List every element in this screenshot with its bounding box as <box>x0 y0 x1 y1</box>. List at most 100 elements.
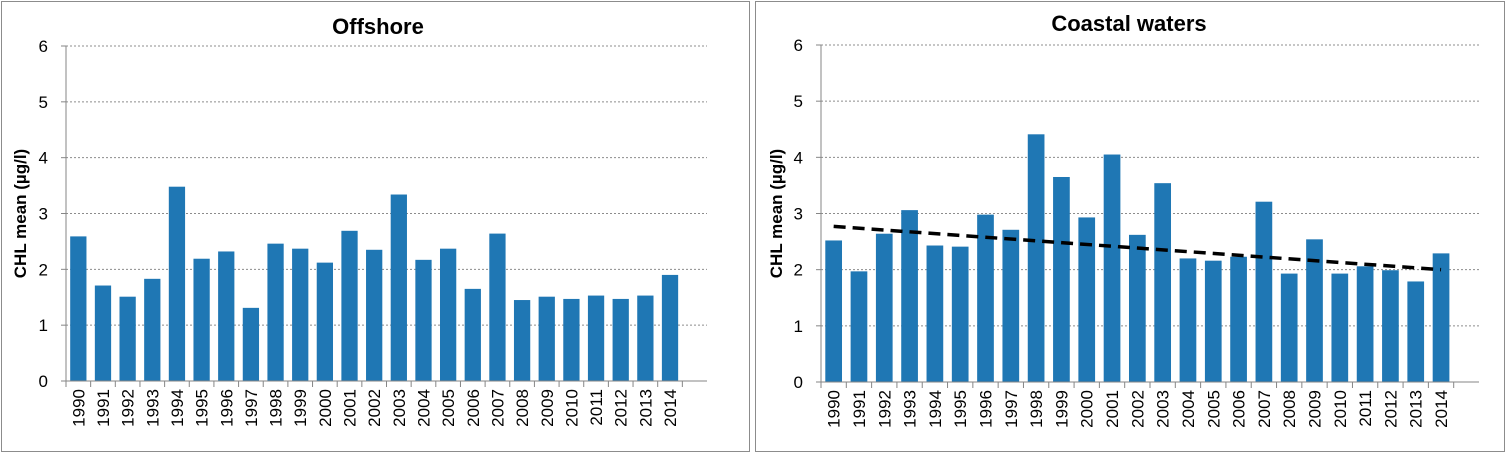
coastal-bar-1997 <box>1002 229 1020 382</box>
offshore-bar-2009 <box>538 296 555 381</box>
offshore-y-tick-label: 0 <box>39 372 48 391</box>
coastal-x-tick-label: 1993 <box>901 390 920 428</box>
coastal-x-tick-label: 2000 <box>1078 390 1097 428</box>
offshore-x-tick-label: 2011 <box>587 389 606 426</box>
offshore-x-tick-label: 2012 <box>612 389 631 427</box>
offshore-bar-2008 <box>513 300 531 381</box>
offshore-bar-1991 <box>94 285 112 381</box>
coastal-bar-2006 <box>1230 256 1247 382</box>
coastal-bar-2008 <box>1280 273 1298 382</box>
coastal-bar-2004 <box>1179 258 1197 382</box>
offshore-x-tick-label: 2000 <box>316 389 335 427</box>
coastal-x-tick-label: 2002 <box>1128 390 1147 428</box>
offshore-x-tick-label: 2004 <box>414 389 433 427</box>
coastal-x-tick-label: 1997 <box>1002 390 1021 428</box>
offshore-bar-2002 <box>366 249 383 381</box>
offshore-bar-2007 <box>489 233 506 381</box>
coastal-chart-title: Coastal waters <box>1051 11 1206 36</box>
offshore-bar-2004 <box>415 259 432 381</box>
coastal-x-tick-label: 1990 <box>825 390 844 428</box>
coastal-waters-chart-panel: Coastal waters CHL mean (µg/l) 0 1 2 3 4 5 6 1990… <box>755 1 1505 452</box>
offshore-bar-2014 <box>661 274 679 381</box>
coastal-x-tick-label: 1992 <box>875 390 894 428</box>
offshore-x-tick-label: 1999 <box>291 389 310 427</box>
offshore-y-tick-label: 4 <box>39 149 48 168</box>
coastal-bar-2002 <box>1128 234 1146 382</box>
coastal-bar-2011 <box>1356 266 1374 382</box>
offshore-x-tick-label: 2009 <box>538 389 557 427</box>
offshore-bar-1990 <box>70 236 87 381</box>
offshore-chart-title: Offshore <box>332 14 424 39</box>
offshore-chart: Offshore CHL mean (µg/l) 0 1 2 3 4 5 6 1990 1991 19… <box>11 14 707 427</box>
coastal-bar-1990 <box>825 240 843 382</box>
offshore-bar-1993 <box>144 278 161 381</box>
coastal-x-tick-label: 2012 <box>1381 390 1400 428</box>
coastal-x-tick-label: 2009 <box>1306 390 1325 428</box>
coastal-x-tick-label: 2013 <box>1407 390 1426 428</box>
coastal-trendline <box>833 224 1442 272</box>
offshore-bar-1998 <box>267 243 284 381</box>
offshore-chart-panel: Offshore CHL mean (µg/l) 0 1 2 3 4 5 6 1990 1991 19… <box>1 1 750 452</box>
coastal-y-tick-label: 3 <box>794 205 803 224</box>
offshore-y-tick-label: 2 <box>39 260 48 279</box>
coastal-x-tick-label: 2011 <box>1356 390 1375 427</box>
coastal-x-tick-label: 2006 <box>1230 390 1249 428</box>
offshore-y-axis-label: CHL mean (µg/l) <box>11 149 30 278</box>
offshore-bar-1999 <box>292 248 309 381</box>
offshore-x-tick-label: 2002 <box>365 389 384 427</box>
offshore-bar-1997 <box>242 307 260 381</box>
offshore-x-tick-label: 2007 <box>488 389 507 427</box>
offshore-bar-1994 <box>168 186 186 381</box>
offshore-y-tick-label: 1 <box>39 316 48 335</box>
coastal-x-tick-label: 1991 <box>850 390 869 428</box>
coastal-x-tick-label: 1994 <box>926 390 945 428</box>
offshore-bar-2005 <box>439 248 457 381</box>
coastal-bar-2005 <box>1204 260 1222 382</box>
offshore-x-tick-label: 1995 <box>193 389 212 427</box>
coastal-y-tick-label: 0 <box>794 373 803 392</box>
offshore-y-tick-label: 5 <box>39 93 48 112</box>
coastal-bar-2010 <box>1331 273 1349 382</box>
offshore-x-tick-label: 1990 <box>69 389 88 427</box>
offshore-bar-2001 <box>341 230 358 381</box>
coastal-x-tick-label: 2004 <box>1179 390 1198 428</box>
coastal-bar-1992 <box>875 233 893 382</box>
offshore-bar-1992 <box>119 296 136 381</box>
offshore-bar-2010 <box>563 298 580 381</box>
coastal-x-tick-label: 1998 <box>1027 390 1046 428</box>
offshore-x-tick-label: 2013 <box>636 389 655 427</box>
coastal-y-axis-label: CHL mean (µg/l) <box>767 149 786 278</box>
coastal-bar-1994 <box>926 245 944 382</box>
offshore-bar-1996 <box>218 251 235 381</box>
coastal-bar-1991 <box>850 271 868 382</box>
coastal-bar-2007 <box>1255 201 1273 382</box>
coastal-bar-2014 <box>1432 253 1450 382</box>
coastal-bar-1996 <box>977 214 994 382</box>
coastal-y-tick-label: 4 <box>794 148 803 167</box>
coastal-bar-1999 <box>1053 176 1070 382</box>
offshore-bar-2012 <box>612 298 629 381</box>
coastal-x-tick-label: 2005 <box>1204 390 1223 428</box>
coastal-bar-2001 <box>1103 154 1121 382</box>
offshore-x-tick-label: 2005 <box>439 389 458 427</box>
coastal-bar-1998 <box>1027 134 1045 382</box>
coastal-x-tick-label: 1999 <box>1052 390 1071 428</box>
offshore-x-tick-label: 2006 <box>464 389 483 427</box>
offshore-x-tick-label: 2003 <box>390 389 409 427</box>
offshore-x-tick-label: 1998 <box>267 389 286 427</box>
coastal-x-tick-label: 2003 <box>1154 390 1173 428</box>
offshore-x-tick-label: 1997 <box>242 389 261 427</box>
coastal-y-tick-label: 2 <box>794 261 803 280</box>
offshore-y-tick-label: 6 <box>39 37 48 56</box>
coastal-bar-2013 <box>1407 281 1425 382</box>
coastal-y-tick-label: 6 <box>794 36 803 55</box>
offshore-x-tick-label: 1994 <box>168 389 187 427</box>
coastal-bar-2003 <box>1154 183 1172 382</box>
offshore-x-tick-label: 1996 <box>217 389 236 427</box>
offshore-bar-1995 <box>193 258 210 381</box>
coastal-bar-2000 <box>1078 217 1096 382</box>
offshore-x-tick-label: 2014 <box>661 389 680 427</box>
offshore-bar-2000 <box>316 262 334 381</box>
offshore-y-tick-label: 3 <box>39 205 48 224</box>
coastal-x-tick-label: 1995 <box>951 390 970 428</box>
